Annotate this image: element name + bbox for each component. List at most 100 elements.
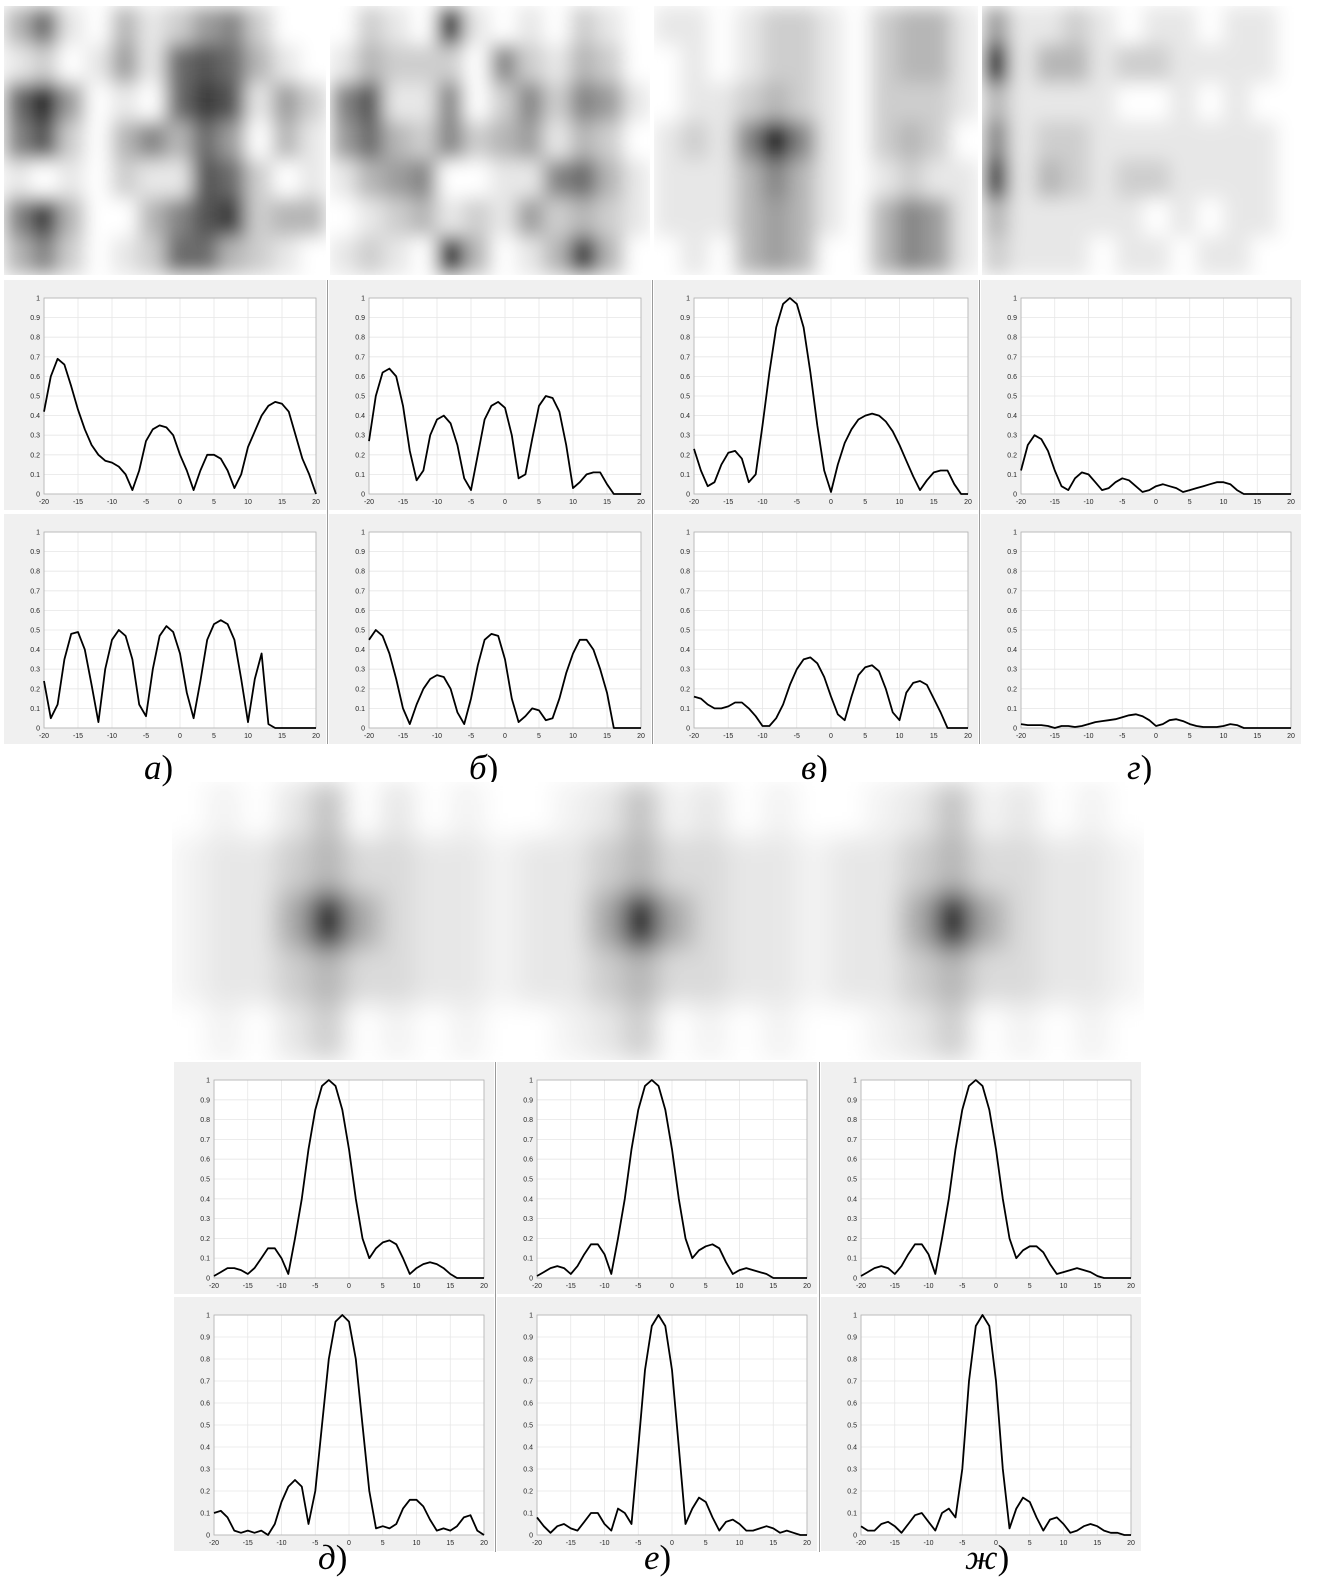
- heatmap-cell: [1250, 198, 1278, 238]
- heatmap-cell: [111, 159, 139, 199]
- x-tick-label: 15: [1253, 733, 1261, 740]
- y-tick-label: 0.7: [30, 588, 40, 595]
- y-tick-label: 0.7: [847, 1137, 857, 1144]
- heatmap-cell: [796, 782, 833, 839]
- y-tick-label: 1: [1013, 530, 1017, 537]
- y-tick-label: 0.8: [1007, 569, 1017, 576]
- heatmap-cell: [654, 6, 682, 45]
- heatmap-v-svg: [654, 6, 978, 275]
- heatmap-cell: [463, 44, 491, 84]
- heatmap-cell: [463, 121, 491, 161]
- heatmap-cell: [463, 159, 491, 199]
- heatmap-cell: [1250, 159, 1278, 199]
- heatmap-cell: [870, 82, 898, 122]
- y-tick-label: 0.4: [523, 1445, 533, 1452]
- y-tick-label: 0.9: [680, 315, 690, 322]
- heatmap-cell: [1223, 159, 1251, 199]
- y-tick-label: 0.6: [523, 1401, 533, 1408]
- heatmap-cell: [1116, 198, 1144, 238]
- heatmap-cell: [1116, 44, 1144, 84]
- heatmap-cell: [1277, 236, 1304, 275]
- x-tick-label: -5: [794, 499, 800, 506]
- heatmap-cell: [935, 948, 971, 1005]
- y-tick-label: 0: [1013, 492, 1017, 499]
- heatmap-cell: [172, 1004, 208, 1060]
- series-line: [43, 357, 317, 495]
- heatmap-cell: [982, 236, 1010, 275]
- heatmap-cell: [463, 82, 491, 122]
- heatmap-cell: [816, 44, 844, 84]
- heatmap-cell: [165, 82, 193, 122]
- heatmap-cell: [276, 948, 312, 1005]
- heatmap-cell: [111, 44, 139, 84]
- x-tick-label: 10: [896, 733, 904, 740]
- heatmap-cell: [4, 6, 32, 45]
- heatmap-cell: [935, 782, 971, 839]
- heatmap-cell: [935, 837, 971, 894]
- heatmap-cell: [1196, 121, 1224, 161]
- y-tick-label: 0.9: [200, 1335, 210, 1342]
- heatmap-cell: [84, 121, 112, 161]
- x-tick-label: 0: [994, 1540, 998, 1547]
- heatmap-cell: [1089, 159, 1117, 199]
- heatmap-cell: [272, 198, 300, 238]
- heatmap-cell: [165, 6, 193, 45]
- heatmap-cell: [1223, 198, 1251, 238]
- x-tick-label: -10: [432, 733, 442, 740]
- heatmap-cell: [831, 837, 867, 894]
- y-tick-label: 0.7: [355, 588, 365, 595]
- axes-box: [693, 531, 969, 729]
- heatmap-cell: [1035, 44, 1063, 84]
- y-tick-label: 0.5: [847, 1423, 857, 1430]
- heatmap-cell: [789, 44, 817, 84]
- heatmap-cell: [843, 44, 871, 84]
- heatmap-cell: [1116, 6, 1144, 45]
- axes-box: [693, 297, 969, 495]
- separator: [652, 280, 653, 744]
- heatmap-cell: [1250, 82, 1278, 122]
- heatmap-cell: [310, 782, 347, 839]
- heatmap-cell: [543, 198, 571, 238]
- heatmap-cell: [1008, 82, 1037, 122]
- y-tick-label: 0.8: [1007, 335, 1017, 342]
- caption-d: д): [318, 1538, 348, 1577]
- heatmap-cell: [1074, 893, 1110, 950]
- heatmap-cell: [623, 782, 659, 839]
- y-tick-label: 0.7: [1007, 354, 1017, 361]
- heatmap-cells: [654, 6, 978, 275]
- heatmap-cell: [172, 782, 208, 839]
- heatmap-cell: [1196, 44, 1224, 84]
- heatmap-cell: [1005, 837, 1041, 894]
- heatmap-cell: [553, 782, 590, 839]
- heatmap-cell: [1223, 44, 1251, 84]
- heatmap-cell: [490, 198, 518, 238]
- heatmap-cell: [735, 82, 763, 122]
- heatmap-cell: [84, 6, 112, 45]
- x-tick-label: 20: [964, 499, 972, 506]
- heatmap-cell: [1143, 236, 1171, 275]
- axes-box: [213, 1314, 485, 1536]
- heatmap-cell: [272, 82, 300, 122]
- x-tick-label: -15: [890, 1540, 900, 1547]
- heatmap-cell: [1089, 82, 1117, 122]
- x-tick-label: 0: [178, 499, 182, 506]
- axes-box: [536, 1079, 808, 1279]
- heatmap-cell: [30, 236, 59, 275]
- heatmap-cell: [1089, 236, 1117, 275]
- y-tick-label: 0.5: [355, 394, 365, 401]
- chart-zh-top: -20 -15 -10 -5 0 5 10 15 20 0 0.1 0.2 0.3 0.4 0.5 0.6 0.…: [847, 1078, 1135, 1291]
- heatmap-cell: [623, 159, 650, 199]
- heatmap-cell: [519, 893, 555, 950]
- y-tick-label: 0.7: [30, 354, 40, 361]
- heatmap-cell: [172, 948, 208, 1005]
- heatmap-cell: [654, 44, 682, 84]
- x-tick-label: 0: [178, 733, 182, 740]
- y-tick-label: 0.3: [200, 1467, 210, 1474]
- heatmap-cell: [1035, 159, 1063, 199]
- heatmap-cell: [762, 6, 790, 45]
- heatmap-cell: [596, 121, 624, 161]
- y-tick-label: 0.8: [523, 1357, 533, 1364]
- heatmap-cell: [1035, 82, 1063, 122]
- heatmap-cell: [410, 44, 438, 84]
- y-tick-label: 0.9: [523, 1335, 533, 1342]
